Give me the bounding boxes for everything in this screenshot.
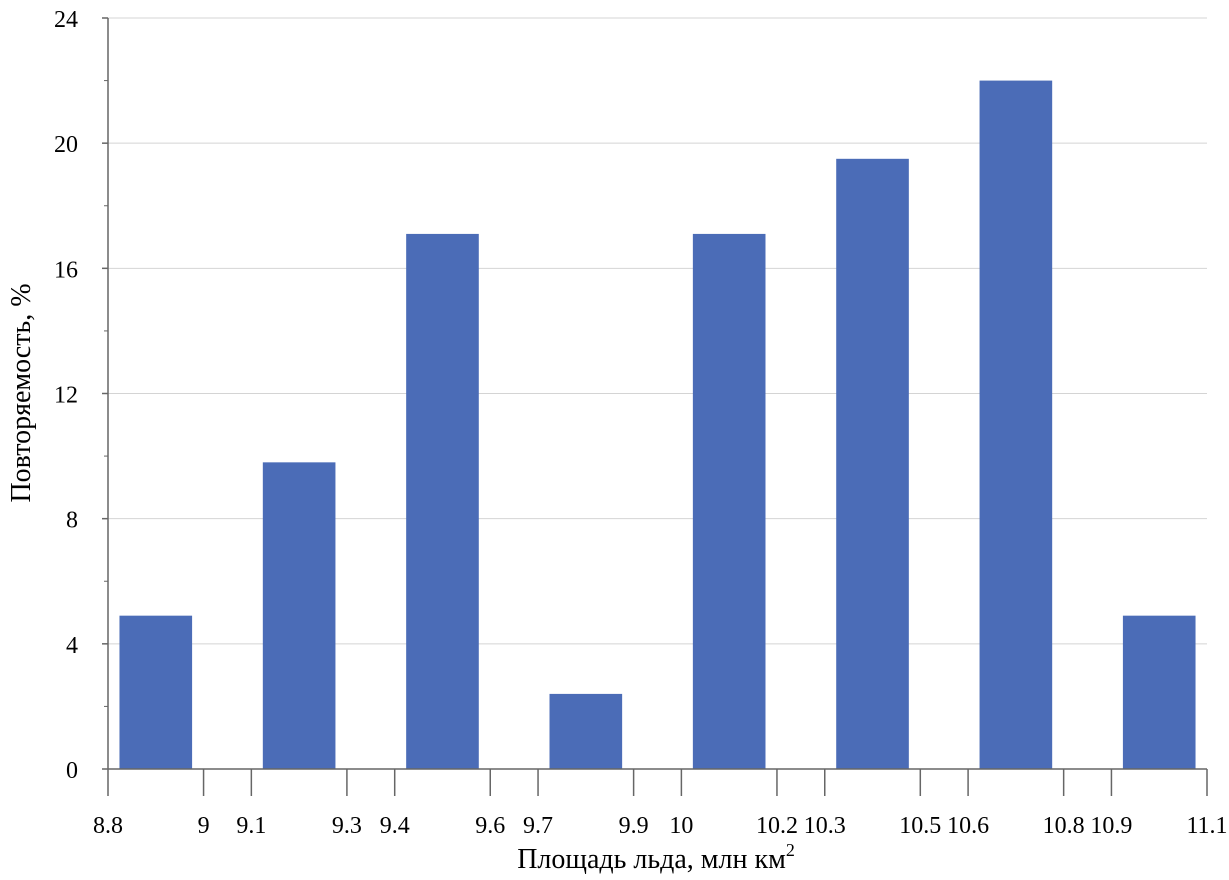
x-tick-label: 9.7 (523, 813, 553, 839)
bar-1 (262, 462, 336, 769)
x-tick-label: 9.6 (475, 813, 505, 839)
bar-6 (979, 80, 1053, 770)
bar-0 (119, 615, 193, 769)
bar-5 (836, 158, 909, 769)
bar-3 (549, 693, 623, 769)
y-tick-label: 12 (54, 383, 78, 409)
bar-4 (692, 233, 766, 770)
x-tick-labels: 8.8 9 9.1 9.3 9.4 9.6 9.7 9.9 10 10.2 10.3 10.5 10.6… (93, 813, 1228, 839)
x-tick-label: 10.9 (1090, 813, 1132, 839)
x-axis-title-text: Площадь льда, млн км (517, 844, 786, 875)
bar-2 (406, 233, 479, 770)
axes (102, 17, 1208, 796)
y-tick-labels: 0 4 8 12 16 20 24 (54, 7, 78, 784)
x-tick-label: 10 (669, 813, 693, 839)
x-tick-label: 9.1 (236, 813, 266, 839)
y-tick-label: 8 (66, 508, 78, 534)
bar-7 (1122, 615, 1196, 769)
y-tick-label: 20 (54, 132, 78, 158)
y-tick-label: 4 (66, 633, 78, 659)
y-tick-label: 16 (54, 257, 78, 283)
x-tick-label: 11.1 (1186, 813, 1227, 839)
x-tick-label: 10.8 (1043, 813, 1085, 839)
y-axis-title: Повторяемость, % (6, 283, 37, 502)
x-tick-label: 9.9 (619, 813, 649, 839)
x-axis-title: Площадь льда, млн км2 (517, 840, 795, 875)
x-tick-label: 9.3 (332, 813, 362, 839)
x-tick-label: 8.8 (93, 813, 123, 839)
bars-group (119, 80, 1196, 770)
x-tick-label: 10.2 (756, 813, 798, 839)
x-tick-label: 9.4 (380, 813, 410, 839)
x-tick-label: 9 (198, 813, 210, 839)
x-tick-label: 10.5 (899, 813, 941, 839)
x-axis-title-superscript: 2 (786, 840, 795, 860)
x-tick-label: 10.6 (947, 813, 989, 839)
x-tick-label: 10.3 (804, 813, 846, 839)
y-tick-label: 0 (66, 758, 78, 784)
y-tick-label: 24 (54, 7, 78, 33)
